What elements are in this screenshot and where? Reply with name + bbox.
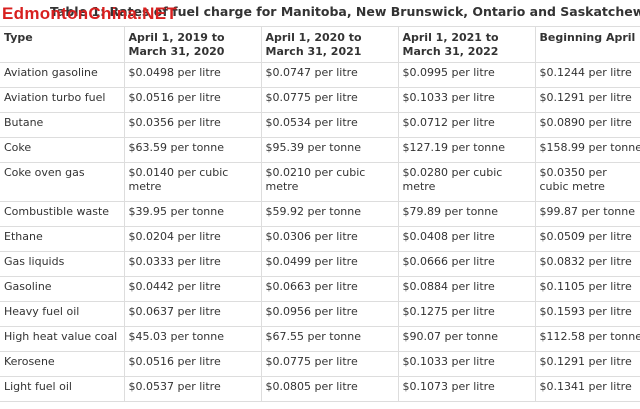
fuel-type-cell: Gas liquids <box>0 251 125 277</box>
table-row: Aviation turbo fuel $0.0516 per litre $0… <box>0 87 640 113</box>
column-header-2021-2022: April 1, 2021 to March 31, 2022 <box>397 26 536 63</box>
rate-cell: $0.0534 per litre <box>260 112 399 138</box>
rate-cell: $0.0637 per litre <box>123 301 262 327</box>
rate-cell: $0.0280 per cubic metre <box>397 162 536 202</box>
rate-cell: $0.0775 per litre <box>260 87 399 113</box>
fuel-type-cell: Combustible waste <box>0 201 125 227</box>
column-header-type: Type <box>0 26 125 63</box>
rate-cell: $0.0509 per litre <box>534 226 640 252</box>
rate-cell: $0.0356 per litre <box>123 112 262 138</box>
fuel-type-cell: Coke oven gas <box>0 162 125 202</box>
rate-cell: $0.0140 per cubic metre <box>123 162 262 202</box>
rate-cell: $0.0499 per litre <box>260 251 399 277</box>
rate-cell: $0.0204 per litre <box>123 226 262 252</box>
rate-cell: $0.0832 per litre <box>534 251 640 277</box>
rate-cell: $0.0775 per litre <box>260 351 399 377</box>
rate-cell: $95.39 per tonne <box>260 137 399 163</box>
rate-cell: $63.59 per tonne <box>123 137 262 163</box>
rate-cell: $127.19 per tonne <box>397 137 536 163</box>
table-header-row: Type April 1, 2019 to March 31, 2020 Apr… <box>0 26 640 63</box>
rate-cell: $0.0306 per litre <box>260 226 399 252</box>
rate-cell: $0.1073 per litre <box>397 376 536 402</box>
table-row: Combustible waste $39.95 per tonne $59.9… <box>0 201 640 227</box>
rate-cell: $0.1291 per litre <box>534 87 640 113</box>
fuel-type-cell: Ethane <box>0 226 125 252</box>
fuel-type-cell: Aviation gasoline <box>0 62 125 88</box>
rate-cell: $90.07 per tonne <box>397 326 536 352</box>
rate-cell: $0.1291 per litre <box>534 351 640 377</box>
table-row: High heat value coal $45.03 per tonne $6… <box>0 326 640 352</box>
table-row: Coke $63.59 per tonne $95.39 per tonne $… <box>0 137 640 163</box>
table-caption: Table 1: Rates of fuel charge for Manito… <box>50 4 640 19</box>
rate-cell: $0.1105 per litre <box>534 276 640 302</box>
column-header-2019-2020: April 1, 2019 to March 31, 2020 <box>123 26 262 63</box>
rate-cell: $67.55 per tonne <box>260 326 399 352</box>
rate-cell: $0.0663 per litre <box>260 276 399 302</box>
table-row: Gas liquids $0.0333 per litre $0.0499 pe… <box>0 251 640 277</box>
watermark-logo: EdmontonChina.NET <box>2 4 178 23</box>
rate-cell: $0.1275 per litre <box>397 301 536 327</box>
fuel-type-cell: High heat value coal <box>0 326 125 352</box>
fuel-type-cell: Gasoline <box>0 276 125 302</box>
table-row: Aviation gasoline $0.0498 per litre $0.0… <box>0 62 640 88</box>
column-header-2022-onward: Beginning April 1, 2022 <box>534 26 640 63</box>
table-row: Gasoline $0.0442 per litre $0.0663 per l… <box>0 276 640 302</box>
table-row: Heavy fuel oil $0.0637 per litre $0.0956… <box>0 301 640 327</box>
table-row: Light fuel oil $0.0537 per litre $0.0805… <box>0 376 640 402</box>
rate-cell: $0.0442 per litre <box>123 276 262 302</box>
rate-cell: $0.0890 per litre <box>534 112 640 138</box>
rate-cell: $0.0747 per litre <box>260 62 399 88</box>
rate-cell: $0.0956 per litre <box>260 301 399 327</box>
fuel-type-cell: Coke <box>0 137 125 163</box>
column-header-2020-2021: April 1, 2020 to March 31, 2021 <box>260 26 399 63</box>
rate-cell: $0.0537 per litre <box>123 376 262 402</box>
rate-cell: $99.87 per tonne <box>534 201 640 227</box>
rate-cell: $0.1033 per litre <box>397 87 536 113</box>
rate-cell: $0.0350 per cubic metre <box>534 162 640 202</box>
rate-cell: $39.95 per tonne <box>123 201 262 227</box>
table-row: Coke oven gas $0.0140 per cubic metre $0… <box>0 162 640 202</box>
fuel-type-cell: Heavy fuel oil <box>0 301 125 327</box>
fuel-type-cell: Aviation turbo fuel <box>0 87 125 113</box>
table-row: Ethane $0.0204 per litre $0.0306 per lit… <box>0 226 640 252</box>
rate-cell: $0.0666 per litre <box>397 251 536 277</box>
fuel-type-cell: Light fuel oil <box>0 376 125 402</box>
rate-cell: $0.0210 per cubic metre <box>260 162 399 202</box>
rate-cell: $0.1244 per litre <box>534 62 640 88</box>
rate-cell: $0.1593 per litre <box>534 301 640 327</box>
rate-cell: $0.0516 per litre <box>123 351 262 377</box>
rate-cell: $0.0408 per litre <box>397 226 536 252</box>
table-row: Butane $0.0356 per litre $0.0534 per lit… <box>0 112 640 138</box>
rate-cell: $79.89 per tonne <box>397 201 536 227</box>
rate-cell: $0.1033 per litre <box>397 351 536 377</box>
rate-cell: $0.0884 per litre <box>397 276 536 302</box>
fuel-type-cell: Butane <box>0 112 125 138</box>
rate-cell: $0.1341 per litre <box>534 376 640 402</box>
rate-cell: $0.0333 per litre <box>123 251 262 277</box>
rate-cell: $0.0995 per litre <box>397 62 536 88</box>
rate-cell: $0.0516 per litre <box>123 87 262 113</box>
rate-cell: $0.0712 per litre <box>397 112 536 138</box>
fuel-charge-rates-table: Type April 1, 2019 to March 31, 2020 Apr… <box>0 26 640 402</box>
fuel-type-cell: Kerosene <box>0 351 125 377</box>
rate-cell: $0.0498 per litre <box>123 62 262 88</box>
rate-cell: $45.03 per tonne <box>123 326 262 352</box>
rate-cell: $0.0805 per litre <box>260 376 399 402</box>
rate-cell: $59.92 per tonne <box>260 201 399 227</box>
table-row: Kerosene $0.0516 per litre $0.0775 per l… <box>0 351 640 377</box>
rate-cell: $112.58 per tonne <box>534 326 640 352</box>
rate-cell: $158.99 per tonne <box>534 137 640 163</box>
